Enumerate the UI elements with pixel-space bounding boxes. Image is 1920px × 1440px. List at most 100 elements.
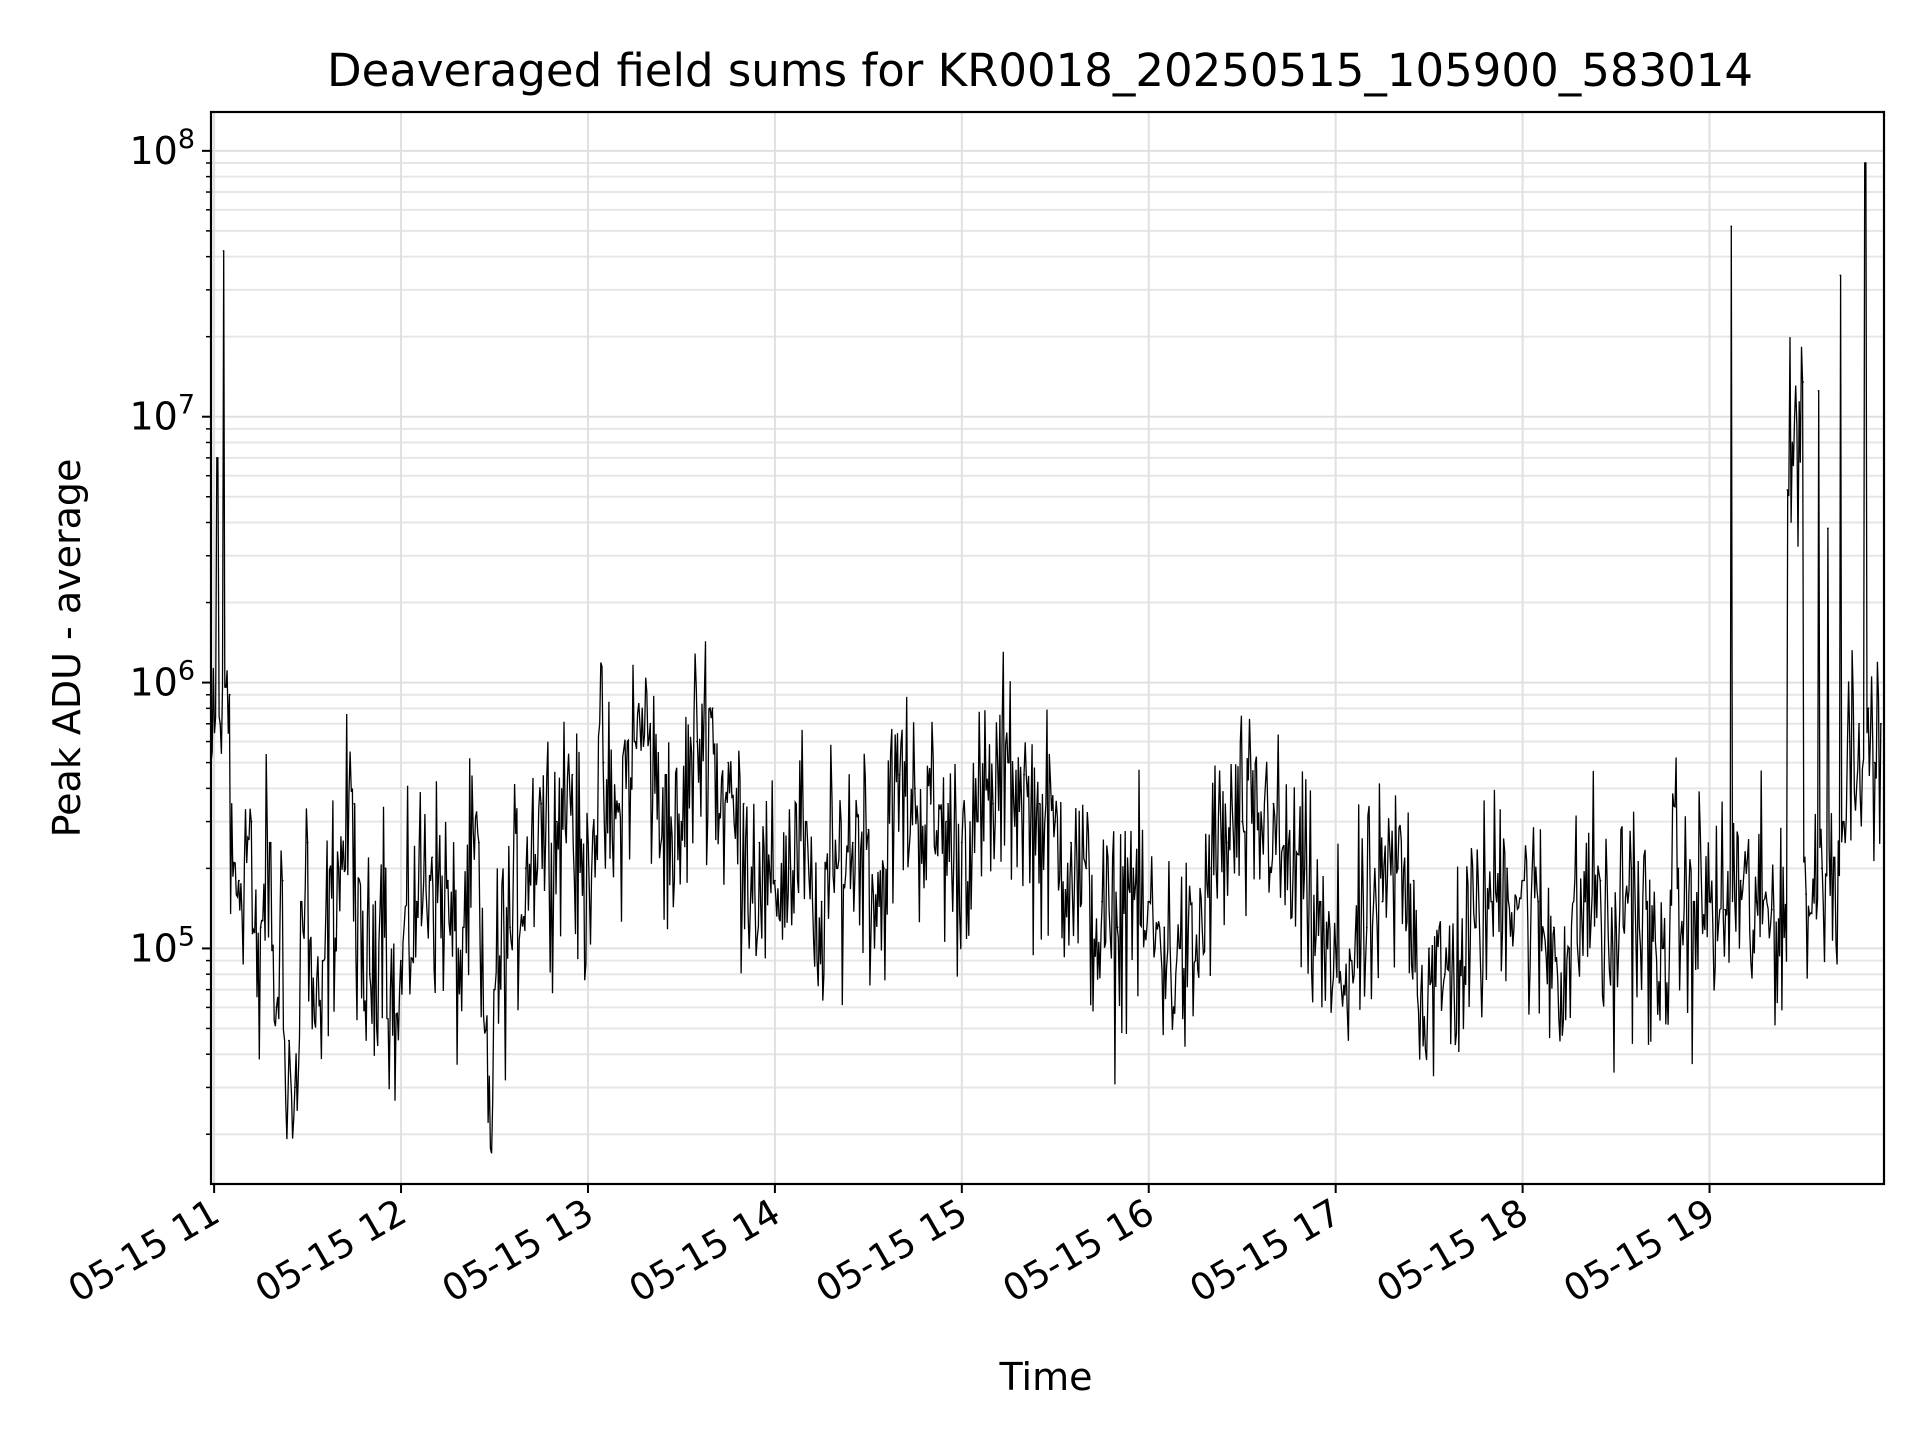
data-point <box>1023 773 1025 776</box>
data-point <box>1817 390 1820 392</box>
data-point <box>1116 926 1119 929</box>
data-point <box>1537 900 1540 903</box>
data-point <box>1428 947 1430 950</box>
data-point <box>1693 900 1695 903</box>
data-point <box>1880 722 1882 725</box>
data-point <box>1770 908 1773 911</box>
data-point <box>1873 761 1876 764</box>
data-point <box>1599 879 1602 882</box>
data-point <box>1661 947 1664 950</box>
data-point <box>1007 761 1010 764</box>
data-point <box>1615 926 1617 929</box>
data-point <box>1506 867 1508 870</box>
data-point <box>976 820 979 823</box>
data-point <box>300 900 303 903</box>
data-point <box>1256 828 1259 831</box>
data-point <box>415 900 418 903</box>
data-point <box>1101 900 1103 903</box>
data-point <box>222 250 225 252</box>
data-point <box>462 926 465 929</box>
data-point <box>493 988 496 991</box>
data-point <box>587 841 589 844</box>
data-point <box>400 959 402 962</box>
data-point <box>711 707 714 710</box>
data-point <box>1381 900 1384 903</box>
data-point <box>1786 489 1789 491</box>
data-point <box>960 841 963 844</box>
data-point <box>1179 947 1181 950</box>
y-axis-label: Peak ADU - average <box>45 459 89 838</box>
data-point <box>1833 856 1836 859</box>
data-point <box>1802 381 1804 383</box>
data-point <box>914 787 916 790</box>
data-point <box>524 867 527 870</box>
data-point <box>294 1086 296 1089</box>
data-point <box>618 802 620 805</box>
data-point <box>1842 820 1845 823</box>
data-point <box>259 926 262 929</box>
data-point <box>1708 900 1711 903</box>
data-point <box>602 761 605 764</box>
data-point <box>250 820 253 823</box>
data-point <box>1397 867 1399 870</box>
data-point <box>1054 820 1057 823</box>
plot-frame <box>209 110 1886 1186</box>
data-point <box>1303 867 1306 870</box>
y-tick-label: 105 <box>129 921 195 970</box>
data-point <box>696 740 698 743</box>
data-point <box>789 867 792 870</box>
data-point <box>898 773 901 776</box>
data-point <box>1147 900 1150 903</box>
chart-title: Deaveraged field sums for KR0018_2025051… <box>327 44 1753 97</box>
data-point <box>555 820 558 823</box>
data-point <box>337 867 340 870</box>
data-point <box>1630 867 1633 870</box>
data-point <box>509 926 511 929</box>
data-point <box>992 802 994 805</box>
data-point <box>353 802 356 805</box>
data-point <box>1864 162 1867 164</box>
data-point <box>219 722 222 725</box>
data-point <box>1724 908 1726 911</box>
data-point <box>571 773 574 776</box>
data-point <box>1730 225 1733 228</box>
data-point <box>758 841 761 844</box>
data-point <box>665 773 667 776</box>
data-point <box>1412 879 1415 882</box>
data-point <box>1521 879 1524 882</box>
series-line <box>210 162 1882 1154</box>
data-point <box>1334 947 1337 950</box>
data-point <box>1194 959 1197 962</box>
data-point <box>1443 973 1446 976</box>
data-point <box>1805 893 1807 896</box>
x-axis-label: Time <box>999 1355 1093 1399</box>
data-point <box>1350 959 1353 962</box>
data-point <box>1163 926 1166 929</box>
data-point <box>774 879 776 882</box>
data-point <box>216 457 219 459</box>
data-point <box>1365 926 1368 929</box>
data-point <box>431 856 434 859</box>
data-point <box>269 841 272 844</box>
data-point <box>384 867 387 870</box>
data-point <box>1490 900 1493 903</box>
data-point <box>945 820 948 823</box>
data-point <box>1827 527 1829 530</box>
data-point <box>1867 707 1870 710</box>
data-point <box>1225 841 1228 844</box>
data-point <box>1132 867 1135 870</box>
data-point <box>1568 947 1571 950</box>
data-point <box>281 879 284 882</box>
data-point <box>851 841 854 844</box>
data-point <box>633 740 636 743</box>
data-point <box>1677 867 1680 870</box>
data-point <box>867 828 870 831</box>
data-point <box>680 820 683 823</box>
data-point <box>727 761 730 764</box>
data-point <box>275 1006 278 1009</box>
y-tick-label: 107 <box>129 390 195 439</box>
data-point <box>742 802 745 805</box>
data-point <box>1070 841 1072 844</box>
data-point <box>883 867 885 870</box>
